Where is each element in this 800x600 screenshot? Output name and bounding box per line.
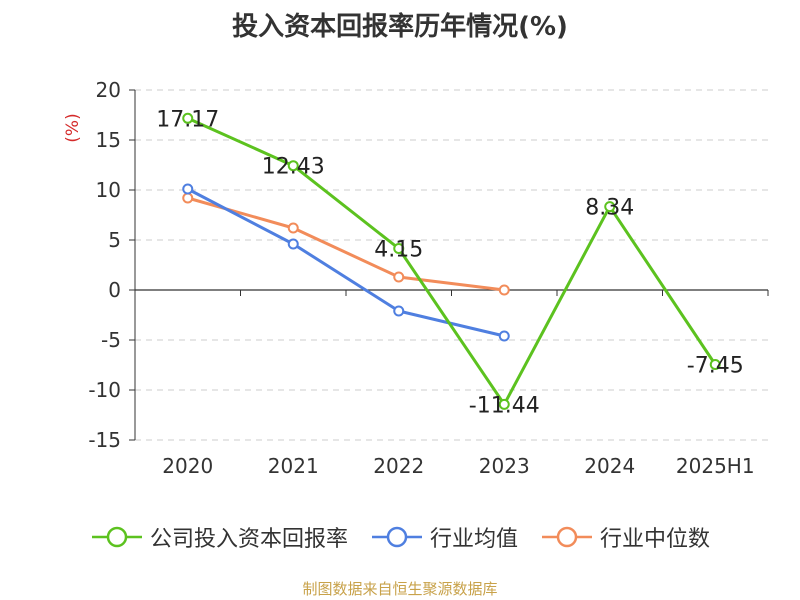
legend-swatch-industry-median-icon bbox=[542, 526, 592, 548]
x-tick-label: 2020 bbox=[162, 454, 213, 478]
data-point bbox=[182, 183, 194, 195]
data-label: 17.17 bbox=[156, 107, 219, 132]
x-tick-label: 2022 bbox=[373, 454, 424, 478]
legend-label-industry-median: 行业中位数 bbox=[600, 527, 711, 552]
source-note: 制图数据来自恒生聚源数据库 bbox=[302, 580, 498, 598]
legend-item-industry-mean[interactable]: 行业均值 bbox=[370, 521, 518, 553]
y-tick-label: 15 bbox=[96, 128, 121, 152]
series-line bbox=[187, 116, 717, 406]
y-tick-label: -5 bbox=[101, 328, 121, 352]
data-point bbox=[287, 238, 299, 250]
legend-label-company-roic: 公司投入资本回报率 bbox=[149, 527, 348, 552]
y-tick-label: -10 bbox=[88, 378, 121, 402]
data-point bbox=[709, 359, 721, 370]
x-tick-label: 2021 bbox=[268, 454, 319, 478]
legend-label-industry-mean: 行业均值 bbox=[429, 527, 518, 552]
data-point bbox=[604, 201, 616, 213]
chart-title: 投入资本回报率历年情况(%) bbox=[232, 12, 568, 42]
data-point bbox=[182, 192, 194, 204]
data-label: 12.43 bbox=[262, 155, 325, 180]
x-tick-label: 2023 bbox=[479, 454, 530, 478]
legend-item-company-roic[interactable]: 公司投入资本回报率 bbox=[90, 521, 348, 553]
legend-swatch-company-roic-icon bbox=[91, 526, 142, 548]
data-label: 8.34 bbox=[585, 196, 634, 221]
data-point bbox=[393, 271, 405, 283]
y-tick-label: 10 bbox=[96, 178, 121, 202]
data-point bbox=[498, 330, 510, 342]
series-line bbox=[187, 187, 505, 338]
legend: 公司投入资本回报率 行业均值 行业中位数 bbox=[0, 520, 800, 554]
data-point bbox=[393, 243, 405, 254]
data-label: 4.15 bbox=[374, 238, 423, 263]
y-axis-label: (%) bbox=[63, 113, 83, 142]
legend-swatch-industry-mean-icon bbox=[371, 526, 422, 548]
legend-item-industry-median[interactable]: 行业中位数 bbox=[540, 521, 710, 553]
x-tick-label: 2025H1 bbox=[676, 454, 755, 478]
data-point bbox=[498, 398, 510, 410]
y-tick-label: 20 bbox=[96, 78, 121, 102]
y-tick-label: -15 bbox=[88, 428, 121, 452]
data-label: -7.45 bbox=[687, 354, 744, 379]
x-tick-label: 2024 bbox=[584, 454, 635, 478]
data-point bbox=[393, 305, 405, 317]
data-point bbox=[182, 112, 194, 124]
data-point bbox=[498, 284, 510, 296]
series-line bbox=[187, 196, 505, 292]
data-label: -11.44 bbox=[469, 393, 540, 418]
data-point bbox=[287, 222, 299, 234]
y-tick-label: 5 bbox=[108, 228, 121, 252]
data-point bbox=[287, 160, 299, 172]
y-tick-label: 0 bbox=[108, 278, 121, 302]
